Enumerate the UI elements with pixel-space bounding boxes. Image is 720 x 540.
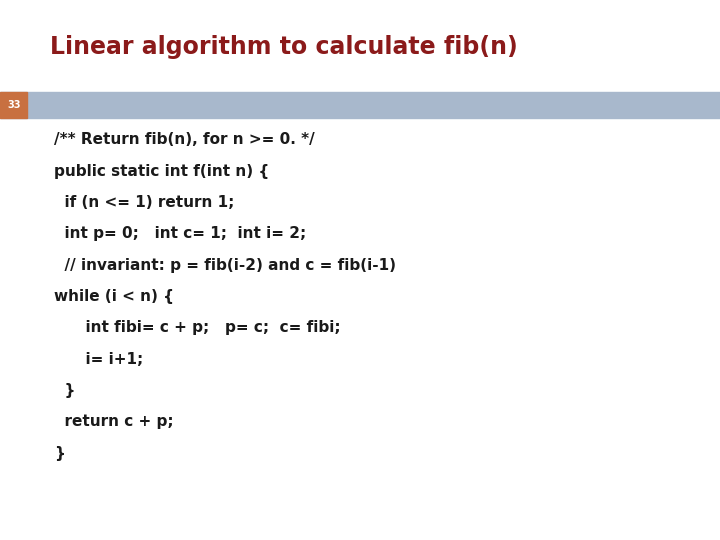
Bar bbox=[0, 92, 720, 118]
Text: int p= 0;   int c= 1;  int i= 2;: int p= 0; int c= 1; int i= 2; bbox=[54, 226, 306, 241]
Text: }: } bbox=[54, 383, 76, 398]
Bar bbox=[0, 92, 27, 118]
Text: 33: 33 bbox=[7, 100, 20, 110]
Text: /** Return fib(n), for n >= 0. */: /** Return fib(n), for n >= 0. */ bbox=[54, 132, 315, 147]
Text: }: } bbox=[54, 446, 65, 461]
Text: Linear algorithm to calculate fib(n): Linear algorithm to calculate fib(n) bbox=[50, 35, 518, 59]
Text: while (i < n) {: while (i < n) { bbox=[54, 289, 174, 304]
Text: if (n <= 1) return 1;: if (n <= 1) return 1; bbox=[54, 195, 235, 210]
Text: int fibi= c + p;   p= c;  c= fibi;: int fibi= c + p; p= c; c= fibi; bbox=[54, 320, 341, 335]
Text: public static int f(int n) {: public static int f(int n) { bbox=[54, 164, 269, 179]
Text: // invariant: p = fib(i-2) and c = fib(i-1): // invariant: p = fib(i-2) and c = fib(i… bbox=[54, 258, 396, 273]
Text: return c + p;: return c + p; bbox=[54, 414, 174, 429]
Text: i= i+1;: i= i+1; bbox=[54, 352, 143, 367]
